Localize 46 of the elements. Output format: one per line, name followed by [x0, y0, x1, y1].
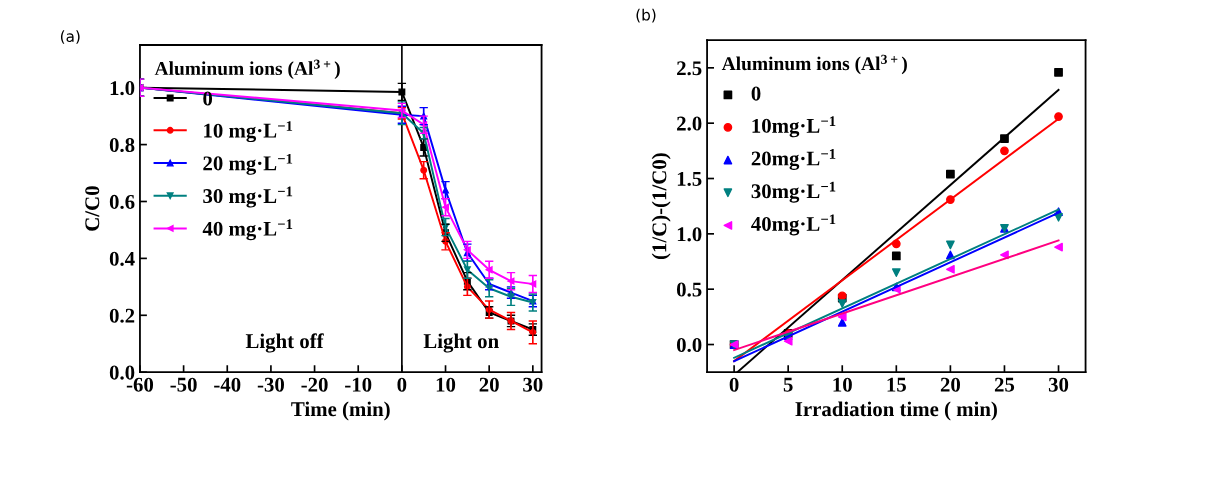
legend-title: Aluminum ions (Al$^{3+}$)	[721, 54, 907, 75]
x-tick-label: 30	[523, 377, 543, 392]
y-tick-label: 1.0	[110, 81, 135, 96]
y-axis-title: (1/C)-(1/C0)	[651, 153, 671, 260]
y-axis-title: C/C0	[85, 186, 100, 231]
x-tick-label: 10	[833, 377, 852, 392]
y-tick-label: 1.0	[677, 227, 702, 242]
x-tick-label: 25	[994, 377, 1015, 392]
x-tick-label: -40	[214, 377, 241, 392]
annotation: Light off	[245, 333, 324, 353]
x-tick-label: 0	[397, 377, 407, 392]
x-tick-label: 20	[479, 377, 499, 392]
x-tick-label: 5	[783, 377, 793, 392]
x-tick-label: -20	[301, 377, 328, 392]
legend-title: Aluminum ions (Al$^{3+}$)	[154, 59, 340, 79]
x-axis-title: Time (min)	[291, 401, 390, 421]
y-tick-label: 1.5	[677, 171, 702, 187]
y-tick-label: 2.0	[677, 116, 702, 131]
y-tick-label: 0.8	[109, 137, 135, 153]
legend-label: 40mg·L$^{−1}$	[751, 214, 836, 236]
x-tick-label: 10	[436, 377, 456, 392]
y-tick-label: 0.5	[676, 282, 702, 297]
legend-label: 0	[751, 86, 761, 101]
x-tick-label: -10	[345, 377, 372, 392]
y-tick-label: 0.4	[109, 251, 135, 266]
y-tick-label: 0.2	[109, 308, 135, 323]
text: (b)	[636, 8, 656, 23]
legend-label: 40 mg·L$^{−1}$	[202, 219, 293, 241]
y-tick-label: 0.6	[109, 194, 135, 210]
y-tick-label: 2.5	[677, 61, 702, 76]
legend-label: 20mg·L$^{−1}$	[751, 149, 836, 170]
legend-label: 30mg·L$^{−1}$	[751, 181, 836, 203]
x-tick-label: 30	[1048, 377, 1069, 392]
y-tick-label: 0.0	[676, 337, 702, 353]
x-tick-label: 15	[887, 377, 906, 392]
legend-label: 30 mg·L$^{−1}$	[203, 186, 293, 208]
x-tick-label: 20	[940, 377, 961, 392]
x-axis-title: Irradiation time ( min)	[795, 401, 997, 421]
x-tick-label: -50	[170, 377, 197, 392]
legend-label: 10mg·L$^{−1}$	[752, 116, 836, 138]
x-tick-label: 0	[729, 377, 739, 392]
text: (a)	[60, 30, 80, 44]
legend-label: 10 mg·L$^{−1}$	[204, 121, 293, 143]
annotation: Light on	[423, 333, 499, 353]
x-tick-label: -30	[257, 377, 285, 392]
legend-label: 20 mg·L$^{−1}$	[203, 153, 293, 175]
